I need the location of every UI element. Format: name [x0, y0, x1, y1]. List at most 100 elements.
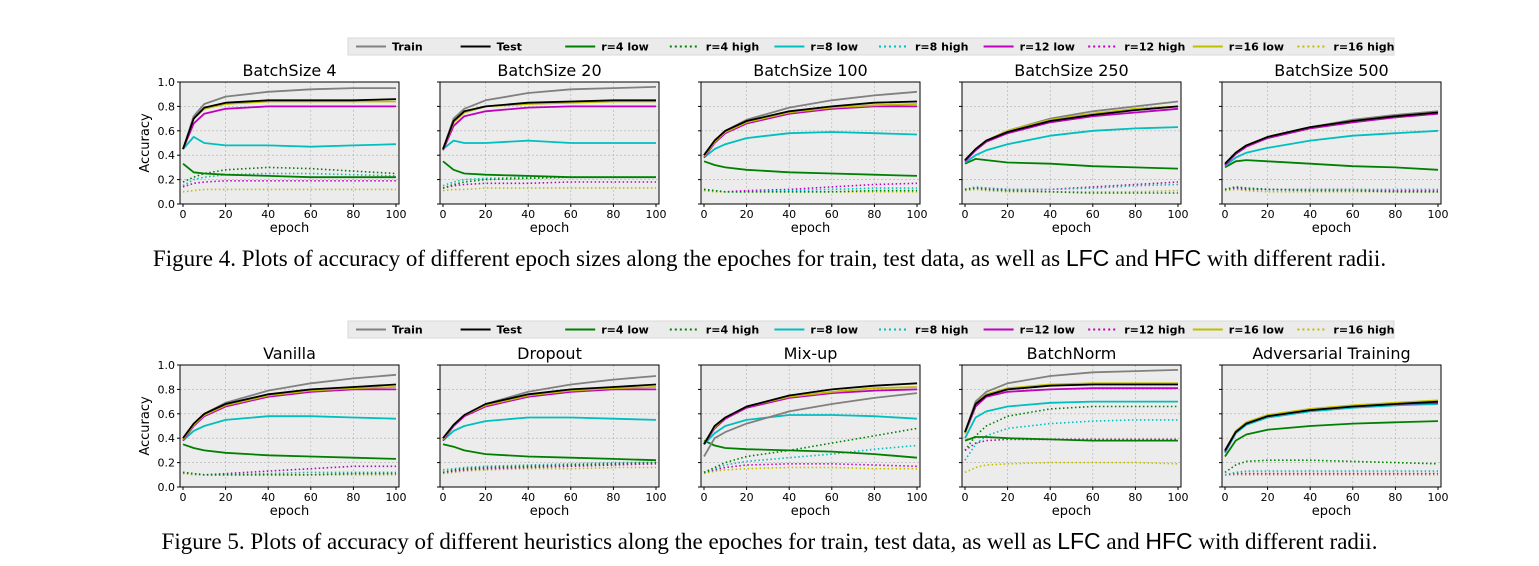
figure-5-caption-hfc: HFC — [1145, 528, 1193, 554]
x-tick-label: 0 — [962, 491, 969, 504]
y-tick-label: 0.8 — [158, 383, 176, 396]
series-line-r-4-low — [703, 439, 918, 459]
x-tick-label: 80 — [1388, 491, 1402, 504]
panel-dropout: 0 20 40 60 80 100 epoch Dropout — [437, 344, 667, 519]
x-tick-label: 40 — [261, 208, 275, 221]
x-tick-label: 0 — [440, 491, 447, 504]
plot-frame — [179, 364, 400, 488]
series-line-r-12-high — [442, 181, 656, 189]
legend-label-r-8-low: r=8 low — [810, 41, 858, 54]
series-line-test — [182, 383, 397, 439]
x-tick-label: 0 — [180, 208, 187, 221]
figure-5-caption-middle: and — [1100, 529, 1146, 554]
x-tick-label: 20 — [740, 491, 754, 504]
x-tick-label: 40 — [521, 208, 535, 221]
x-axis-label: epoch — [791, 504, 831, 519]
series-line-train — [703, 392, 918, 457]
figure-5-chart-grid: Train Test r=4 low r=4 high r=8 low r=8 high r… — [138, 320, 1449, 519]
series-line-r-4-high — [182, 471, 396, 476]
panel-batchsize-4: 0.0 0.2 0.4 0.6 0.8 1.0 0 20 40 60 80 100 epoch Accur… — [138, 61, 407, 236]
series-line-r-12-high — [182, 180, 396, 188]
series-line-r-8-low — [442, 139, 656, 150]
series-line-r-4-low — [182, 443, 397, 460]
series-line-r-4-low — [1224, 420, 1439, 458]
legend-label-r-12-low: r=12 low — [1020, 324, 1075, 337]
x-tick-label: 0 — [180, 491, 187, 504]
series-line-r-4-low — [442, 443, 657, 462]
y-tick-label: 0.6 — [158, 408, 176, 421]
x-tick-label: 40 — [1303, 208, 1317, 221]
x-tick-label: 20 — [219, 491, 233, 504]
x-tick-label: 60 — [1086, 491, 1100, 504]
series-line-r-12-low — [964, 387, 1178, 434]
panel-adversarial-training: 0 20 40 60 80 100 epoch Adversarial Training — [1219, 344, 1449, 519]
panel-title: BatchNorm — [1027, 344, 1117, 363]
legend-label-r-16-high: r=16 high — [1333, 41, 1394, 54]
series-line-r-4-high — [1224, 186, 1438, 193]
series-line-r-4-low — [182, 162, 396, 179]
x-tick-label: 40 — [261, 491, 275, 504]
series-line-r-16-high — [442, 187, 656, 192]
series-line-r-8-high — [442, 461, 656, 471]
series-line-r-4-low — [442, 160, 656, 179]
x-tick-label: 100 — [1168, 208, 1189, 221]
series-line-r-12-low — [182, 105, 396, 150]
panel-batchsize-250: 0 20 40 60 80 100 epoch BatchSize 250 — [959, 61, 1189, 236]
plot-frame — [1221, 81, 1442, 205]
series-line-test — [442, 99, 656, 150]
series-line-r-16-high — [442, 466, 656, 475]
series-line-r-4-high — [964, 187, 1178, 194]
panel-title: BatchSize 500 — [1274, 61, 1388, 80]
series-line-r-4-high — [442, 461, 657, 474]
legend-label-r-8-low: r=8 low — [810, 324, 858, 337]
plot-frame — [700, 81, 921, 205]
panel-title: BatchSize 100 — [753, 61, 867, 80]
x-tick-label: 0 — [962, 208, 969, 221]
x-tick-label: 0 — [440, 208, 447, 221]
x-tick-label: 100 — [1168, 491, 1189, 504]
x-tick-label: 80 — [606, 491, 620, 504]
series-line-r-8-high — [703, 444, 918, 474]
x-tick-label: 80 — [1128, 491, 1142, 504]
series-line-test — [703, 382, 918, 445]
figure-4-caption: Figure 4. Plots of accuracy of different… — [0, 245, 1539, 272]
series-line-r-8-high — [964, 419, 1178, 461]
x-tick-label: 20 — [740, 208, 754, 221]
x-tick-label: 100 — [907, 491, 928, 504]
x-tick-label: 100 — [386, 491, 407, 504]
y-axis-label: Accuracy — [138, 396, 153, 456]
y-tick-label: 0.0 — [158, 481, 176, 494]
series-line-r-16-low — [1224, 399, 1439, 451]
series-line-r-8-low — [964, 126, 1179, 164]
legend-label-r-12-low: r=12 low — [1020, 41, 1075, 54]
x-axis-label: epoch — [270, 221, 310, 236]
figure-4-caption-middle: and — [1109, 246, 1154, 271]
x-tick-label: 80 — [606, 208, 620, 221]
series-line-r-4-low — [703, 160, 918, 177]
x-tick-label: 60 — [304, 491, 318, 504]
x-tick-label: 80 — [1388, 208, 1402, 221]
legend-label-r-4-high: r=4 high — [706, 41, 759, 54]
x-axis-label: epoch — [1312, 504, 1352, 519]
x-tick-label: 20 — [1001, 491, 1015, 504]
x-tick-label: 100 — [1428, 491, 1449, 504]
plot-area — [1222, 365, 1441, 487]
legend-label-r-12-high: r=12 high — [1124, 324, 1185, 337]
series-line-r-16-high — [1224, 188, 1438, 193]
x-tick-label: 20 — [479, 491, 493, 504]
x-axis-label: epoch — [1052, 221, 1092, 236]
figure-5-caption-suffix: with different radii. — [1192, 529, 1378, 554]
x-tick-label: 80 — [867, 208, 881, 221]
series-line-r-16-high — [964, 461, 1179, 474]
x-tick-label: 100 — [646, 208, 667, 221]
x-tick-label: 40 — [1043, 491, 1057, 504]
series-line-test — [703, 100, 918, 156]
series-line-r-8-high — [1224, 470, 1438, 476]
series-line-r-4-low — [964, 436, 1178, 442]
y-tick-label: 0.0 — [158, 198, 176, 211]
legend-label-r-16-low: r=16 low — [1229, 324, 1284, 337]
panel-title: BatchSize 250 — [1014, 61, 1128, 80]
series-line-r-12-low — [964, 107, 1179, 162]
x-tick-label: 0 — [1222, 208, 1229, 221]
x-tick-label: 60 — [825, 491, 839, 504]
